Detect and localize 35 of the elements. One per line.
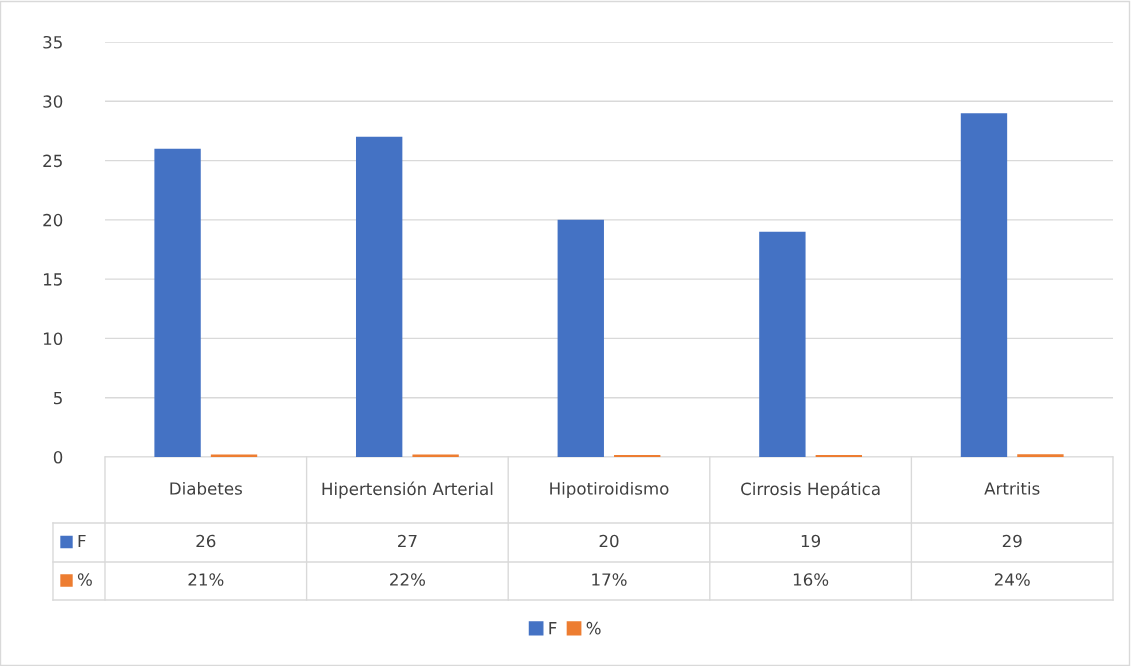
bar [1017,454,1064,457]
data-label: 26 [196,534,216,548]
data-label: 27 [398,534,417,548]
y-tick-label: 0 [53,450,63,464]
text: F [549,622,557,635]
x-tick-label: Cirrosis Hepática [741,481,880,499]
data-label: 16% [793,573,829,586]
data-label: 24% [994,573,1030,586]
x-tick-label: Diabetes [170,481,242,495]
y-tick-label: 5 [54,391,62,405]
x-tick-label: Hipotiroidismo [550,481,669,499]
data-label: 19 [801,534,821,548]
y-tick-label: 35 [43,35,62,49]
data-label: 17% [592,573,627,586]
y-tick-label: 20 [43,213,63,227]
bar [960,113,1008,457]
data-label: 22% [390,573,425,586]
y-tick-label: 15 [43,273,62,286]
data-label: 21% [188,573,224,586]
data-label: 29 [1002,534,1022,548]
bar [412,454,459,457]
y-tick-label: 30 [43,95,63,108]
x-tick-label: Hipertensión Arterial [322,481,493,499]
bar [759,231,806,457]
data-label: 20 [599,534,619,548]
y-tick-label: 25 [43,154,62,168]
bar [614,454,661,457]
bar [557,219,604,457]
x-tick-label: Artritis [984,481,1040,495]
bar [154,148,201,457]
legend-label: % [586,621,601,635]
y-tick-label: 10 [43,332,63,345]
text: % [77,573,92,586]
bar [355,136,403,457]
legend-label: F [78,534,86,548]
